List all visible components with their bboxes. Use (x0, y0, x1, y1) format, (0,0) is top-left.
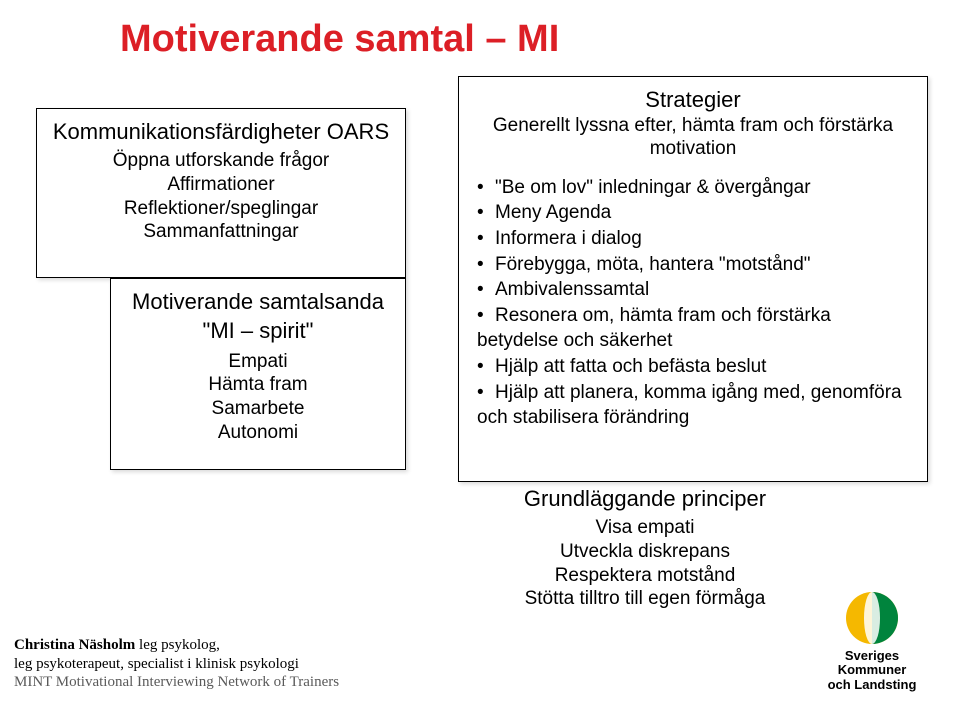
principles-line: Utveckla diskrepans (430, 540, 860, 564)
footer-line-3: MINT Motivational Interviewing Network o… (14, 673, 434, 692)
logo-text-2: Kommuner (812, 663, 932, 677)
principles-line: Visa empati (430, 516, 860, 540)
oars-line: Reflektioner/speglingar (51, 197, 391, 221)
spirit-line: Hämta fram (125, 373, 391, 397)
strategies-item: Förebygga, möta, hantera "motstånd" (477, 252, 913, 278)
spirit-heading-2: "MI – spirit" (125, 318, 391, 343)
principles-heading: Grundläggande principer (430, 486, 860, 512)
oars-heading: Kommunikationsfärdigheter OARS (51, 119, 391, 145)
oars-box: Kommunikationsfärdigheter OARS Öppna utf… (36, 108, 406, 278)
strategies-subheading: Generellt lyssna efter, hämta fram och f… (473, 115, 913, 161)
strategies-item: "Be om lov" inledningar & övergångar (477, 175, 913, 201)
principles-line: Respektera motstånd (430, 564, 860, 588)
spirit-box: Motiverande samtalsanda "MI – spirit" Em… (110, 278, 406, 470)
spirit-heading-1: Motiverande samtalsanda (125, 289, 391, 314)
strategies-list: "Be om lov" inledningar & övergångar Men… (473, 175, 913, 431)
principles-line: Stötta tilltro till egen förmåga (430, 587, 860, 611)
oars-line: Affirmationer (51, 173, 391, 197)
strategies-item: Informera i dialog (477, 226, 913, 252)
page-title: Motiverande samtal – MI (120, 18, 559, 61)
strategies-item: Resonera om, hämta fram och förstärka be… (477, 303, 913, 354)
footer-name: Christina Näsholm (14, 637, 135, 653)
footer-line-2: leg psykoterapeut, specialist i klinisk … (14, 655, 434, 674)
strategies-item: Meny Agenda (477, 200, 913, 226)
footer-cred-1: leg psykolog, (135, 637, 220, 653)
logo-text-1: Sveriges (812, 649, 932, 663)
oars-line: Öppna utforskande frågor (51, 149, 391, 173)
spirit-line: Samarbete (125, 397, 391, 421)
principles-block: Grundläggande principer Visa empati Utve… (430, 486, 860, 611)
strategies-item: Hjälp att fatta och befästa beslut (477, 354, 913, 380)
oars-line: Sammanfattningar (51, 220, 391, 244)
author-footer: Christina Näsholm leg psykolog, leg psyk… (14, 636, 434, 692)
strategies-item: Ambivalenssamtal (477, 277, 913, 303)
spirit-line: Autonomi (125, 421, 391, 445)
logo-text-3: och Landsting (812, 678, 932, 692)
strategies-item: Hjälp att planera, komma igång med, geno… (477, 380, 913, 431)
footer-line-1: Christina Näsholm leg psykolog, (14, 636, 434, 655)
strategies-box: Strategier Generellt lyssna efter, hämta… (458, 76, 928, 482)
spirit-line: Empati (125, 350, 391, 374)
strategies-heading: Strategier (473, 87, 913, 113)
